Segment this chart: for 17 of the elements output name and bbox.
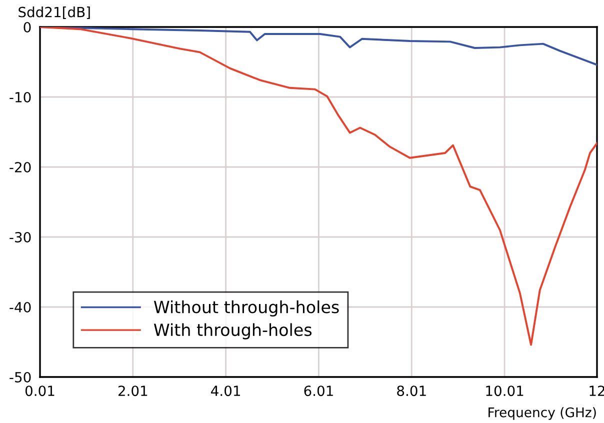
- x-tick-label: 2.01: [118, 386, 148, 396]
- x-tick-label: 8.01: [397, 386, 426, 396]
- y-tick-label: 0: [24, 22, 31, 32]
- y-tick-label: -10: [10, 92, 31, 102]
- legend-label: With through-holes: [154, 323, 312, 340]
- y-tick-label: -30: [10, 232, 31, 242]
- x-axis-title: Frequency (GHz): [488, 407, 596, 420]
- y-tick-label: -40: [10, 302, 31, 312]
- x-tick-label: 12: [590, 386, 604, 396]
- y-tick-label: -20: [10, 162, 31, 172]
- x-tick-label: 10.01: [486, 386, 524, 396]
- x-tick-label: 6.01: [304, 386, 333, 396]
- legend-label: Without through-holes: [154, 300, 339, 317]
- x-tick-label: 0.01: [25, 386, 54, 396]
- y-tick-label: -50: [10, 372, 31, 382]
- x-tick-label: 4.01: [211, 386, 240, 396]
- y-axis-title: Sdd21[dB]: [18, 6, 90, 19]
